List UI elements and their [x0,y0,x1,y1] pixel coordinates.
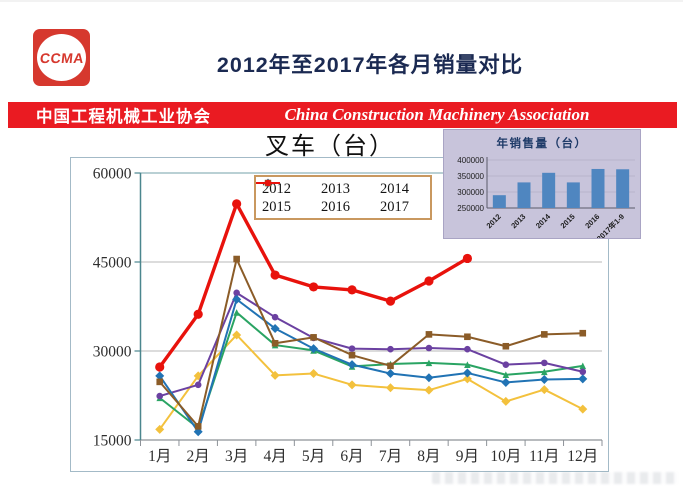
annual-bar-2015 [566,182,580,208]
series-2012 [155,330,588,434]
legend-item-2014: 2014 [256,179,439,198]
legend-label-2014: 2014 [380,180,409,197]
svg-text:60000: 60000 [93,166,132,183]
svg-text:350000: 350000 [457,172,484,181]
svg-text:11月: 11月 [529,448,559,465]
legend-item-2013: 2013 [256,179,380,198]
svg-text:2013: 2013 [509,212,527,230]
series-2014 [156,289,587,400]
legend-label-2015: 2015 [262,198,291,215]
svg-text:2月: 2月 [187,448,210,465]
association-banner: 中国工程机械工业协会 China Construction Machinery … [8,102,677,128]
annual-bar-2013 [517,182,531,208]
inset-chart-svg: 250000 300000 350000 400000 2012 2013 2014 2015… [457,156,635,238]
legend-label-2013: 2013 [321,180,350,197]
watermark-illegible-text [432,472,678,484]
ccma-logo-oval: CCMA [37,34,86,81]
svg-text:6月: 6月 [340,448,363,465]
svg-text:8月: 8月 [417,448,440,465]
svg-text:7月: 7月 [379,448,402,465]
svg-text:5月: 5月 [302,448,325,465]
svg-text:4月: 4月 [263,448,286,465]
svg-text:12月: 12月 [567,448,598,465]
annual-bar-2016 [591,168,605,208]
chart-title: 叉车（台） [265,134,395,160]
annual-bar-2017年1-9 [616,169,630,208]
svg-text:1月: 1月 [148,448,171,465]
series-2016 [156,255,587,430]
svg-text:2017年1-9: 2017年1-9 [594,211,626,238]
svg-text:10月: 10月 [490,448,521,465]
svg-text:45000: 45000 [93,255,132,272]
legend-item-2017: 2017 [256,179,439,216]
legend-marker-2017 [256,179,280,187]
series-2015 [155,294,588,437]
legend: 2012 2013 2014 2015 2016 2017 [254,175,432,220]
ccma-logo: CCMA [33,29,90,86]
series-2017 [155,199,472,372]
legend-item-2015: 2015 [256,178,321,216]
banner-chinese-text: 中国工程机械工业协会 [36,108,211,126]
svg-text:3月: 3月 [225,448,248,465]
annual-sales-title: 年销售量（台） [496,138,588,150]
legend-item-2016: 2016 [256,179,380,216]
ccma-logo-text: CCMA [38,49,85,66]
svg-text:400000: 400000 [457,156,484,165]
svg-text:9月: 9月 [456,448,479,465]
legend-label-2017: 2017 [380,198,409,215]
svg-text:2012: 2012 [485,212,503,230]
svg-text:300000: 300000 [457,188,484,197]
svg-text:15000: 15000 [93,433,132,450]
svg-text:2016: 2016 [583,212,601,230]
annual-bar-2012 [492,195,506,208]
annual-sales-panel: 年销售量（台） 250000 300000 350000 400000 2012 2013… [443,129,641,239]
svg-text:2015: 2015 [559,212,577,230]
page-title: 2012年至2017年各月销量对比 [216,53,524,77]
main-chart-svg: 15000 30000 45000 60000 1月 2月 3月 4月 5月 6月 7月 8月 9月 10… [93,166,603,465]
banner-english-text: China Construction Machinery Association [284,105,590,124]
legend-label-2016: 2016 [321,198,350,215]
svg-text:2014: 2014 [534,211,553,230]
svg-text:250000: 250000 [457,204,484,213]
svg-text:30000: 30000 [93,344,132,361]
annual-bar-2014 [542,172,556,208]
